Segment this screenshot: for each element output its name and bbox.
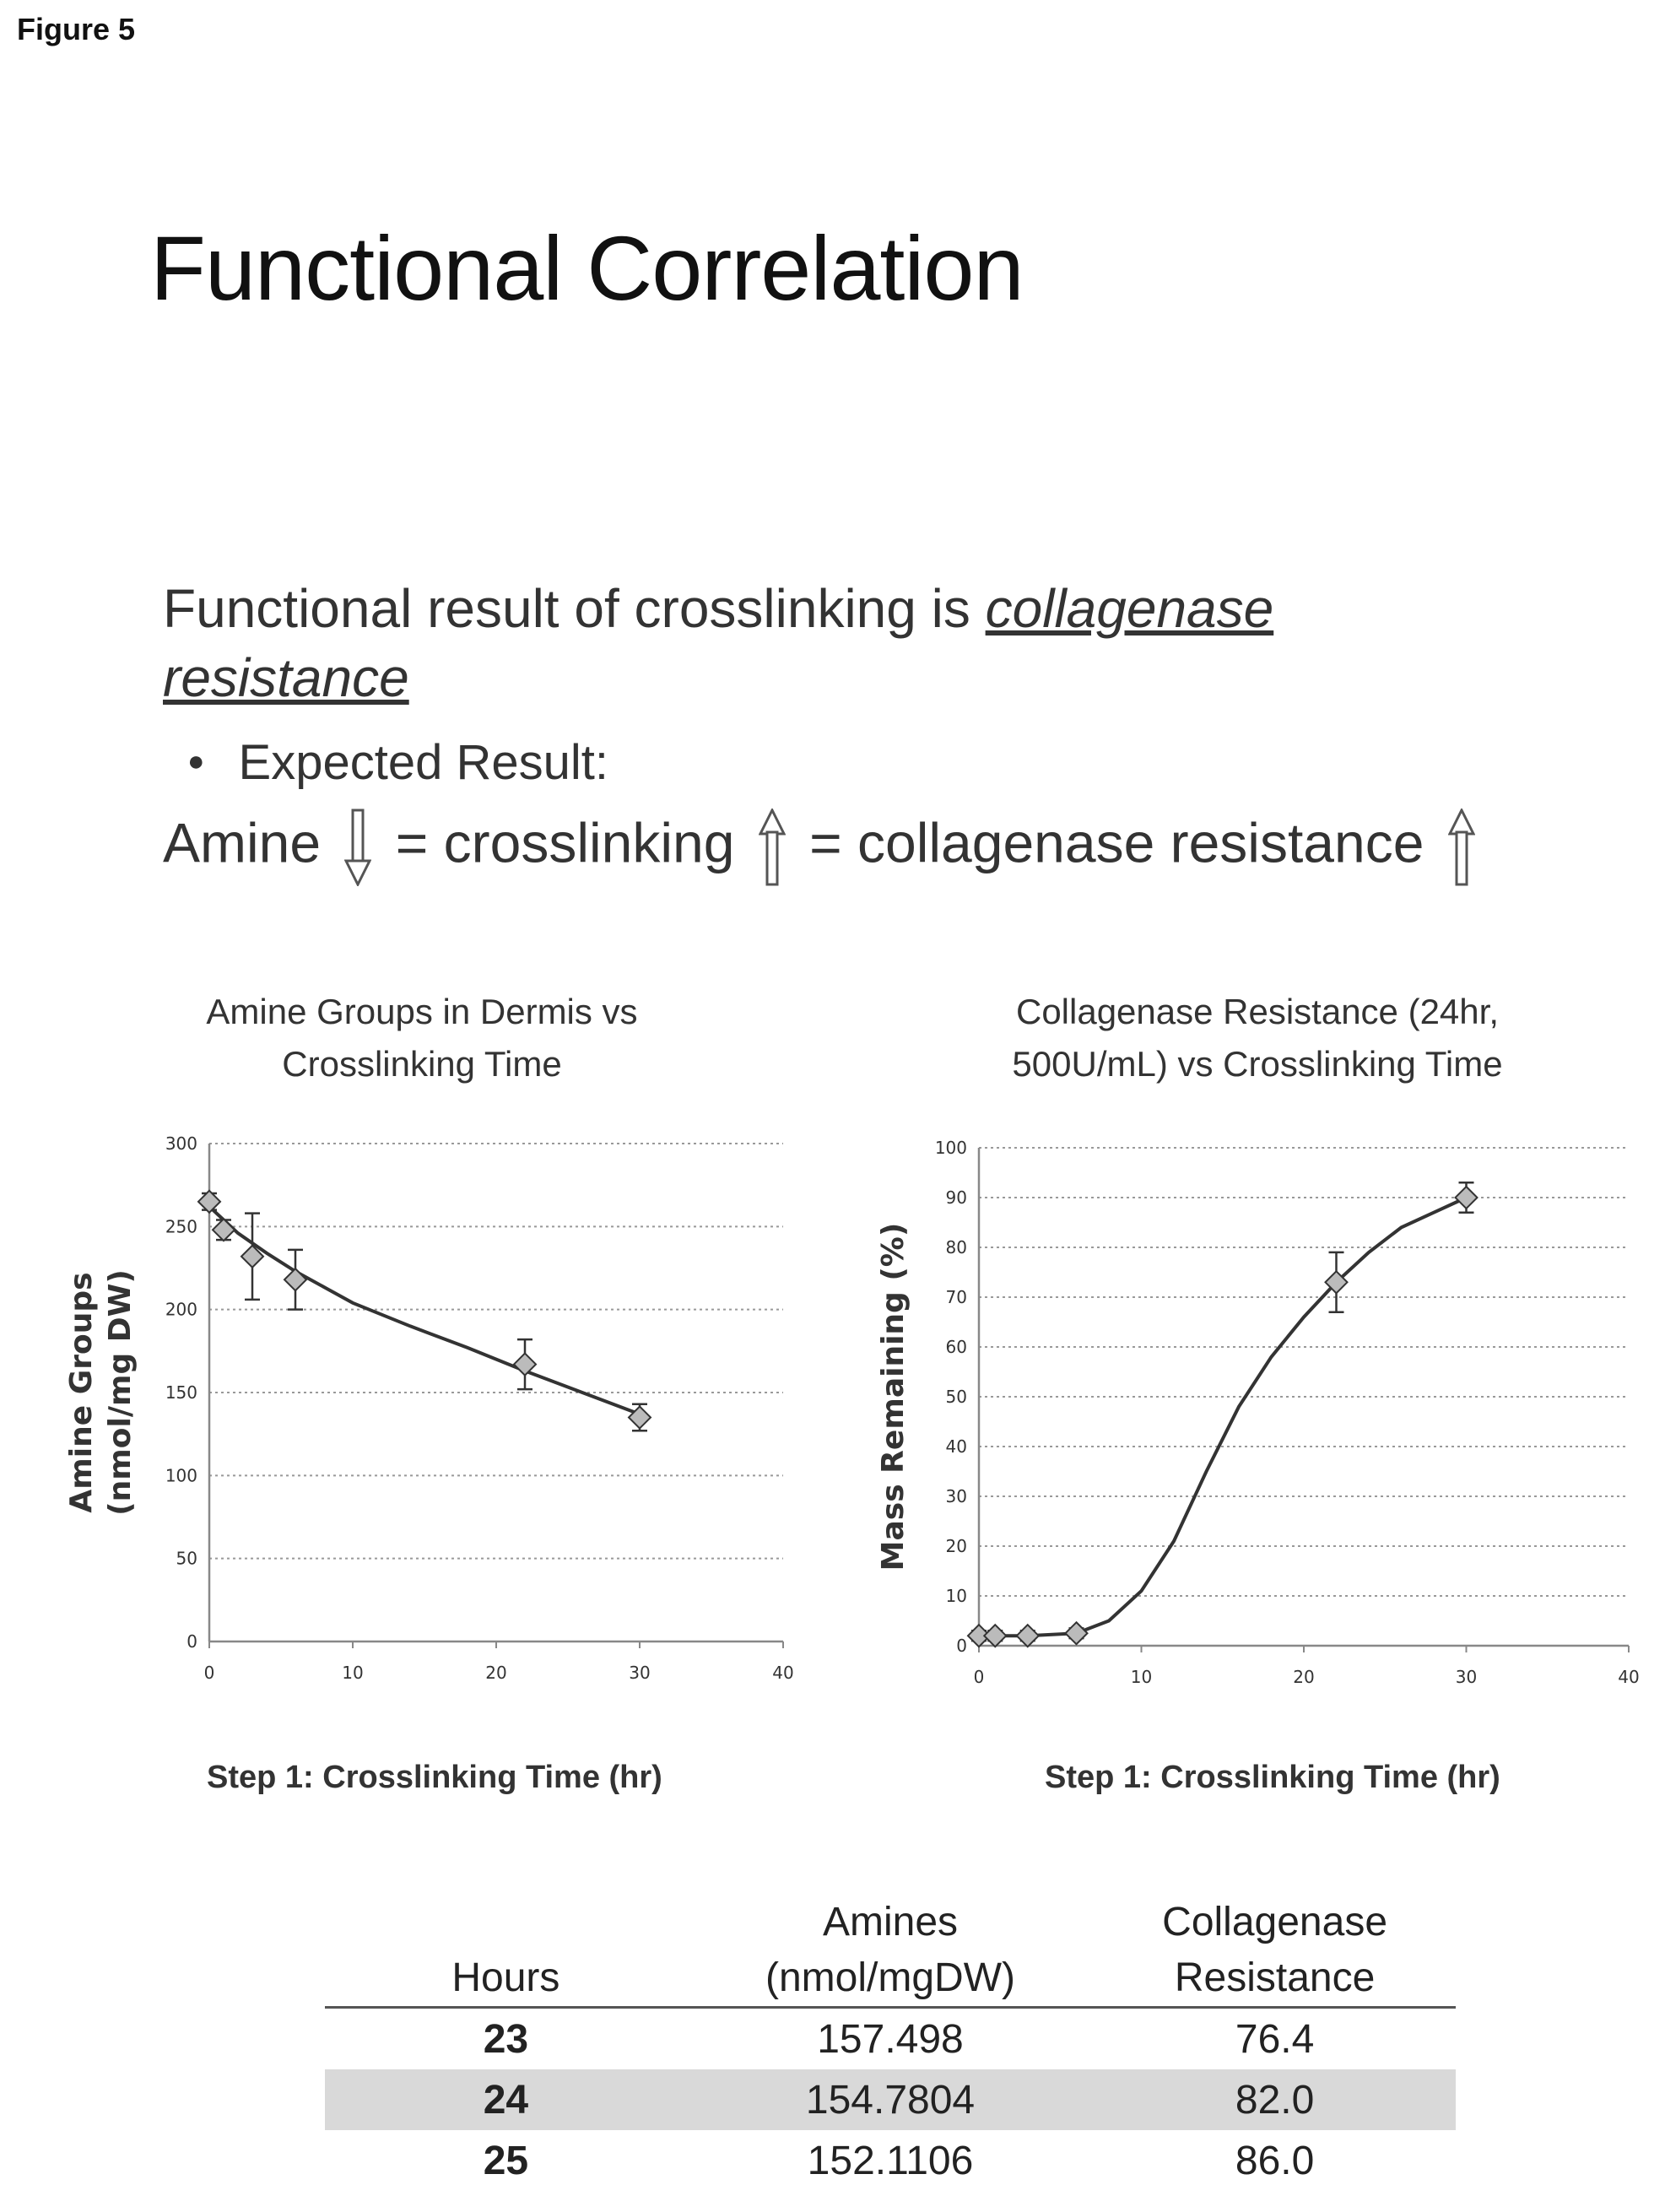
data-table: Hours Amines (nmol/mgDW) Collagenase Res… [325,1895,1456,2191]
chart2-data-point [1064,1620,1089,1646]
chart2-y-tick-label: 20 [946,1536,967,1556]
bullet-dot-icon: ● [187,745,205,777]
table-header-row: Hours Amines (nmol/mgDW) Collagenase Res… [325,1895,1456,2009]
chart1-y-tick-label: 100 [165,1465,197,1485]
chart2-title: Collagenase Resistance (24hr, 500U/mL) v… [937,986,1578,1090]
chart1-data-point [283,1267,308,1292]
chart1-x-tick-label: 10 [342,1663,363,1683]
chart1-data-point [627,1405,652,1430]
table-header-line: Resistance [1174,1955,1376,2000]
lead-prefix: Functional result of crosslinking is [163,578,986,639]
chart2-x-tick-label: 0 [974,1667,985,1687]
chart2-x-tick-label: 10 [1131,1667,1152,1687]
chart2-x-tick-label: 30 [1456,1667,1477,1687]
chart2-title-line: 500U/mL) vs Crosslinking Time [1012,1044,1503,1084]
chart1-title-line: Crosslinking Time [282,1044,562,1084]
table-header-hours: Hours [325,1895,687,2009]
chart2-data-point [1454,1185,1478,1210]
table-cell-amines: 157.498 [817,2016,964,2062]
chart1-x-tick-label: 40 [772,1663,793,1683]
table-cell-hours: 24 [325,2069,687,2130]
table-header-line: Collagenase [1162,1900,1388,1944]
table-cell-resistance: 82.0 [1094,2069,1456,2130]
chart1-y-tick-label: 200 [165,1300,197,1320]
table-cell-hours: 23 [483,2016,529,2062]
chart1-x-tick-label: 30 [629,1663,650,1683]
table-cell-hours: 25 [483,2138,529,2183]
chart2-y-tick-label: 50 [946,1387,967,1407]
chart1-title: Amine Groups in Dermis vs Crosslinking T… [148,986,696,1090]
chart1-x-axis-label: Step 1: Crosslinking Time (hr) [207,1760,662,1795]
table-row: 24 154.7804 82.0 [325,2069,1456,2130]
lead-text: Functional result of crosslinking is col… [163,574,1513,712]
chart1-title-line: Amine Groups in Dermis vs [206,992,638,1031]
chart1-y-tick-label: 150 [165,1382,197,1403]
chart2-y-tick-label: 70 [946,1287,967,1307]
table-header-line: (nmol/mgDW) [765,1955,1015,2000]
chart1-x-tick-label: 20 [485,1663,506,1683]
chart2-title-line: Collagenase Resistance (24hr, [1015,992,1499,1031]
equation-term-resistance: = collagenase resistance [809,811,1424,874]
table-row: 25 152.1106 86.0 [325,2130,1456,2191]
table-cell-amines: 154.7804 [686,2069,1095,2130]
equation: Amine = crosslinking = collagenase resis… [163,809,1484,886]
figure-label: Figure 5 [17,12,136,46]
chart2-plot: 0 10 20 30 40 50 60 70 80 90 100 0 10 20 30 40 Mass Rema… [876,1138,1640,1687]
arrow-up-icon [758,809,786,886]
chart1-data-point [512,1352,538,1376]
chart2-y-tick-label: 80 [946,1237,967,1257]
chart1-y-tick-label: 0 [187,1631,197,1652]
chart2-y-tick-label: 60 [946,1337,967,1357]
bullet-text: Expected Result: [238,735,609,790]
chart2-x-tick-label: 40 [1618,1667,1639,1687]
chart1-y-tick-label: 300 [165,1133,197,1154]
table-header-amines: Amines (nmol/mgDW) [686,1895,1095,2009]
chart2-y-tick-label: 40 [946,1436,967,1457]
equation-term-amine: Amine [163,811,322,874]
chart1-y-tick-label: 250 [165,1216,197,1236]
chart2-data-point [1015,1623,1041,1648]
chart2-x-tick-label: 20 [1293,1667,1314,1687]
chart1-data-point [211,1217,236,1242]
chart2-y-tick-label: 10 [946,1586,967,1606]
chart1-y-tick-label: 50 [176,1549,197,1569]
lead-emphasis: collagenase resistance [163,578,1274,708]
table-cell-resistance: 76.4 [1235,2016,1315,2062]
arrow-down-icon [344,809,372,886]
chart2-y-tick-label: 0 [956,1636,967,1656]
table-cell-resistance: 86.0 [1235,2138,1315,2183]
table-header-resistance: Collagenase Resistance [1094,1895,1456,2009]
chart1-data-point [240,1244,265,1269]
chart2-marks: 0 10 20 30 40 50 60 70 80 90 100 0 10 20 30 40 Mass Rema… [876,1138,1640,1687]
chart2-x-axis-label: Step 1: Crosslinking Time (hr) [1045,1760,1500,1795]
chart1-x-tick-label: 0 [204,1663,215,1683]
chart2-y-axis-label: Mass Remaining (%) [876,1223,911,1571]
table-row: 23 157.498 76.4 [325,2008,1456,2070]
equation-term-crosslinking: = crosslinking [395,811,735,874]
page-title: Functional Correlation [150,217,1024,319]
chart2-data-point [966,1623,992,1648]
arrow-up-icon [1447,809,1475,886]
chart1-data-point [197,1189,222,1214]
chart2-y-tick-label: 100 [935,1138,967,1158]
chart2-data-point [982,1623,1008,1648]
bullet-item: ● Expected Result: [187,734,608,791]
table-header-line: Hours [451,1955,560,2000]
chart1-plot: 0 50 100 150 200 250 300 0 10 20 30 40 Amine Groups(… [64,1133,794,1683]
chart1-y-axis-label: (nmol/mg DW) [103,1269,138,1516]
chart2-y-tick-label: 30 [946,1486,967,1506]
chart2-series-line [979,1196,1468,1638]
chart2-y-tick-label: 90 [946,1187,967,1208]
chart1-marks: 0 50 100 150 200 250 300 0 10 20 30 40 Amine Groups(… [64,1133,794,1683]
chart2-data-point [1324,1269,1349,1295]
table-header-line: Amines [822,1900,959,1944]
chart1-y-axis-label: Amine Groups [64,1272,99,1512]
table-cell-amines: 152.1106 [807,2138,974,2183]
